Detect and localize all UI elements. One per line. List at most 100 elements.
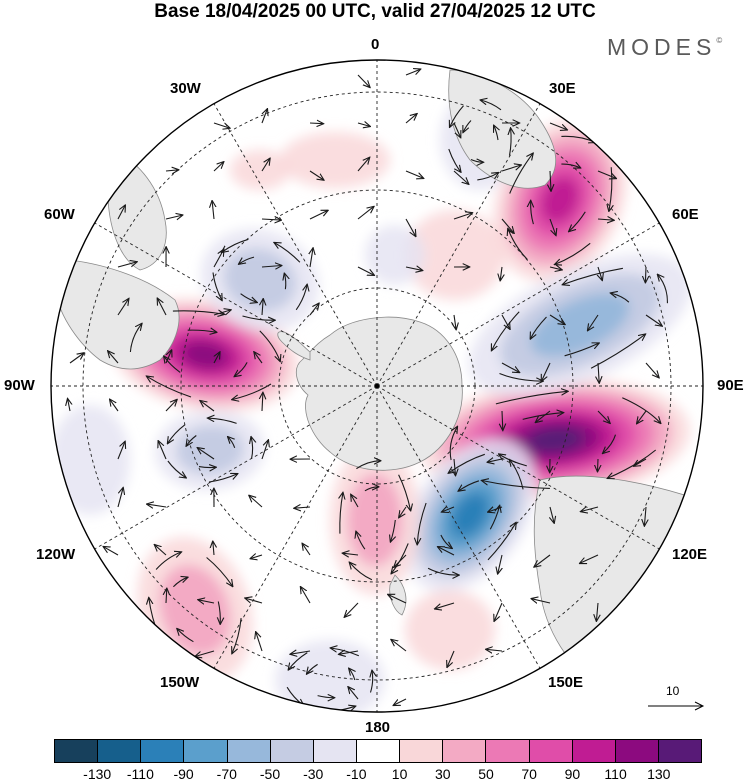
anomaly-contour: [451, 493, 489, 537]
wind-vector: [501, 218, 514, 233]
wind-vector: [454, 314, 456, 329]
wind-vector: [218, 601, 220, 625]
wind-vector: [310, 248, 313, 268]
wind-vector: [405, 114, 417, 124]
wind-vector: [438, 547, 455, 556]
colorbar-tick-label: -30: [303, 766, 324, 782]
wind-vector: [155, 552, 181, 570]
wind-vector: [637, 410, 647, 424]
wind-vector: [147, 376, 192, 398]
wind-vector: [598, 458, 599, 472]
wind-vector: [394, 554, 407, 567]
wind-vector: [198, 467, 216, 468]
wind-vector: [345, 602, 359, 617]
lon-label-60w: 60W: [44, 206, 75, 223]
wind-vector: [510, 460, 524, 490]
wind-vector: [208, 418, 237, 424]
brand-name: MODES: [607, 34, 717, 60]
wind-vector: [274, 243, 301, 263]
wind-vector: [261, 266, 282, 268]
land-new-zealand: [389, 574, 407, 616]
wind-vector: [262, 393, 263, 412]
wind-vector: [117, 299, 129, 316]
wind-vector: [477, 173, 498, 181]
wind-vector: [442, 507, 455, 512]
wind-vector: [259, 330, 280, 361]
wind-vector: [453, 170, 469, 184]
wind-vector: [254, 352, 263, 364]
wind-vector: [603, 434, 617, 454]
wind-vector: [394, 698, 407, 705]
colorbar-tick-label: 50: [478, 766, 494, 782]
colorbar-tick-label: -90: [173, 766, 194, 782]
wind-vector: [588, 314, 599, 331]
wind-vector: [108, 351, 119, 364]
wind-vector: [564, 343, 599, 357]
wind-vector: [198, 448, 215, 460]
wind-vector: [609, 167, 612, 211]
colorbar-swatch: [572, 740, 616, 762]
wind-vector: [261, 219, 281, 220]
wind-vector: [167, 460, 186, 478]
anomaly-contour: [365, 225, 425, 285]
wind-vector: [388, 595, 407, 604]
wind-vector: [357, 207, 374, 220]
wind-vector: [488, 507, 503, 512]
wind-vector: [569, 211, 586, 232]
wind-vector: [435, 602, 455, 609]
wind-vector: [550, 170, 551, 191]
wind-vector: [239, 256, 255, 264]
wind-vector: [453, 213, 472, 220]
colorbar-swatch: [270, 740, 314, 762]
wind-vector: [634, 458, 647, 466]
lon-label-150e: 150E: [548, 674, 584, 691]
wind-vector: [549, 267, 562, 270]
wind-vector: [598, 266, 602, 280]
colorbar-swatch: [658, 740, 702, 762]
wind-vector: [356, 461, 380, 470]
wind-vector: [645, 362, 659, 378]
modes-logo: MODES©: [607, 34, 722, 61]
land-antarctic-peninsula: [277, 331, 311, 361]
wind-vector: [450, 105, 464, 127]
wind-vector: [364, 487, 379, 492]
wind-vector: [405, 69, 420, 76]
wind-vector: [261, 158, 270, 172]
colorbar-tick-label: 30: [435, 766, 451, 782]
anomaly-contour: [182, 341, 228, 369]
wind-vector: [309, 123, 323, 124]
wind-vector: [590, 334, 645, 369]
anomaly-contour: [526, 427, 584, 453]
colorbar-ticks: -130 -110 -90 -70 -50 -30 -10 10 30 50 70 90 110 130: [54, 766, 702, 783]
wind-vector: [494, 126, 498, 141]
anomaly-contour: [405, 210, 505, 300]
wind-vector: [240, 293, 257, 303]
colorbar-swatch: [98, 740, 142, 762]
wind-vector: [309, 210, 328, 220]
wind-vector: [530, 316, 547, 339]
wind-vector: [499, 372, 543, 382]
wind-vector: [208, 474, 238, 483]
lon-label-30w: 30W: [170, 80, 201, 97]
wind-vector: [214, 352, 220, 364]
wind-vector: [549, 122, 567, 130]
land-masses: [54, 69, 703, 687]
wind-vector: [481, 100, 502, 111]
map-title: Base 18/04/2025 00 UTC, valid 27/04/2025…: [154, 1, 596, 22]
colorbar-swatch: [356, 740, 401, 762]
wind-vector: [580, 554, 599, 563]
meridian-line: [376, 385, 660, 550]
wind-vector: [658, 275, 668, 304]
wind-vector: [251, 437, 253, 460]
wind-vector: [495, 391, 568, 405]
wind-vector: [186, 435, 197, 446]
anomaly-contour: [530, 293, 630, 357]
colorbar-tick-label: 70: [521, 766, 537, 782]
wind-vector: [357, 158, 370, 172]
wind-vector: [213, 310, 231, 316]
meridian-line: [94, 222, 378, 387]
wind-vector: [500, 266, 502, 281]
wind-vector: [187, 330, 217, 332]
colorbar-swatch: [400, 740, 444, 762]
wind-vector: [391, 640, 407, 652]
